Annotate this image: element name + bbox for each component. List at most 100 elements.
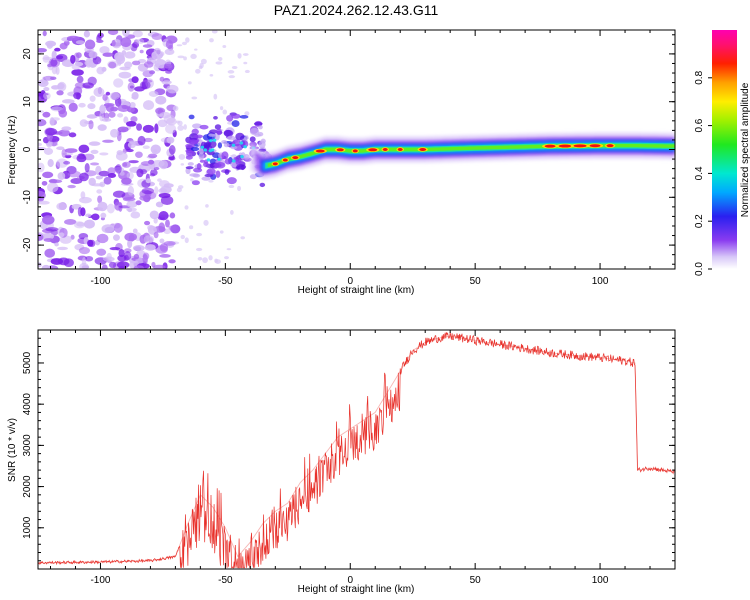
noise-blob <box>159 238 165 244</box>
noise-blob <box>227 135 236 141</box>
noise-blob <box>99 152 109 156</box>
noise-blob <box>133 253 140 260</box>
ridge-hotspot-core <box>272 162 278 166</box>
noise-blob <box>215 170 221 178</box>
noise-blob <box>190 53 197 60</box>
noise-blob <box>118 265 125 269</box>
noise-blob <box>231 65 238 70</box>
noise-blob <box>136 123 143 131</box>
noise-blob <box>231 120 240 128</box>
noise-blob <box>124 232 137 242</box>
noise-blob <box>166 136 175 144</box>
noise-blob <box>67 184 76 189</box>
noise-blob <box>38 200 50 205</box>
noise-blob <box>96 39 104 44</box>
noise-blob <box>103 176 112 185</box>
noise-blob <box>95 175 103 180</box>
noise-blob <box>165 39 174 49</box>
noise-blob <box>101 224 115 234</box>
noise-blob <box>50 106 63 112</box>
ridge-hotspot-core <box>315 149 325 153</box>
noise-blob <box>142 79 153 83</box>
noise-blob <box>206 150 215 156</box>
noise-blob <box>164 48 175 55</box>
noise-blob <box>115 54 126 65</box>
x-tick-label: 0 <box>347 575 353 586</box>
snr-x-axis-label: Height of straight line (km) <box>298 584 415 595</box>
noise-blob <box>97 195 103 204</box>
noise-blob <box>63 160 71 165</box>
noise-blob <box>107 30 119 36</box>
noise-blob <box>149 210 159 220</box>
noise-blob <box>201 176 211 181</box>
noise-blob <box>168 225 177 231</box>
noise-blob <box>165 123 177 134</box>
noise-blob <box>125 121 137 127</box>
noise-blob <box>208 180 214 183</box>
noise-blob <box>200 58 207 65</box>
noise-blob <box>199 62 204 69</box>
noise-blob <box>244 69 250 74</box>
noise-blob <box>188 225 194 230</box>
noise-blob <box>153 217 158 224</box>
snr-background <box>38 330 675 569</box>
noise-blob <box>101 118 112 122</box>
noise-blob <box>222 45 227 48</box>
noise-blob <box>38 109 45 114</box>
noise-blob <box>108 111 116 118</box>
noise-blob <box>45 40 57 47</box>
noise-blob <box>143 137 153 143</box>
noise-blob <box>244 136 249 140</box>
noise-blob <box>161 80 172 85</box>
noise-blob <box>158 222 166 233</box>
noise-blob <box>68 102 78 112</box>
snr-x-ticks: -100 -50 0 50 100 <box>49 330 676 586</box>
noise-blob <box>78 102 86 108</box>
noise-blob <box>99 112 104 122</box>
y-tick-label: -20 <box>22 237 33 252</box>
noise-blob <box>168 259 176 264</box>
noise-blob <box>121 105 128 110</box>
x-tick-label: 0 <box>347 276 353 287</box>
noise-blob <box>203 219 209 226</box>
noise-blob <box>228 184 235 189</box>
x-tick-label: -100 <box>90 575 110 586</box>
noise-blob <box>75 40 85 45</box>
noise-blob <box>79 196 92 204</box>
noise-blob <box>159 76 165 82</box>
noise-blob <box>96 233 109 244</box>
spectrogram-y-axis-label: Frequency (Hz) <box>7 116 18 185</box>
y-tick-label: 3000 <box>22 434 33 457</box>
colorbar-tick-label: 0.2 <box>694 214 705 228</box>
noise-blob <box>208 139 213 143</box>
ridge-hotspot-core <box>368 148 378 152</box>
noise-blob <box>196 162 202 170</box>
noise-blob <box>107 172 117 179</box>
noise-blob <box>49 179 63 184</box>
noise-blob <box>113 78 124 88</box>
y-tick-label: 20 <box>22 48 33 60</box>
noise-blob <box>43 75 55 81</box>
noise-blob <box>144 220 151 226</box>
noise-blob <box>84 255 94 262</box>
noise-blob <box>209 129 218 134</box>
noise-blob <box>108 261 117 269</box>
snr-line <box>38 335 675 564</box>
noise-blob <box>78 144 90 154</box>
noise-blob <box>185 155 193 160</box>
noise-blob <box>142 44 153 48</box>
noise-blob <box>219 106 224 111</box>
x-tick-label: -100 <box>90 276 110 287</box>
noise-blob <box>181 41 187 46</box>
noise-blob <box>121 177 132 185</box>
noise-blob <box>74 61 84 67</box>
noise-blob <box>206 168 216 176</box>
colorbar-ticks: 0.0 0.2 0.4 0.6 0.8 <box>694 70 712 276</box>
noise-blob <box>142 100 155 111</box>
noise-blob <box>235 158 242 165</box>
ridge-hotspot-core <box>558 144 572 148</box>
ridge-hotspot-core <box>352 149 358 153</box>
noise-blob <box>187 162 194 166</box>
noise-blob <box>121 128 127 132</box>
noise-blob <box>58 129 71 137</box>
